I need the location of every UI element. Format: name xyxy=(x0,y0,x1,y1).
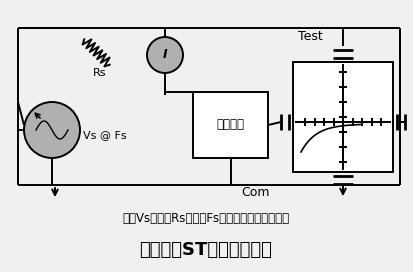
Text: 电压Vs，电阻Rs，频率Fs组合成特征图示的量程: 电压Vs，电阻Rs，频率Fs组合成特征图示的量程 xyxy=(122,212,290,224)
Text: I: I xyxy=(163,48,167,61)
Text: Rs: Rs xyxy=(93,68,107,78)
Text: 被测对象: 被测对象 xyxy=(216,119,244,131)
Text: Vs @ Fs: Vs @ Fs xyxy=(83,130,127,140)
Bar xyxy=(293,62,393,172)
Text: 特征图示ST的原理示意图: 特征图示ST的原理示意图 xyxy=(140,241,273,259)
Circle shape xyxy=(147,37,183,73)
Text: Test: Test xyxy=(298,29,323,42)
Circle shape xyxy=(24,102,80,158)
Bar xyxy=(193,92,268,158)
Text: Com: Com xyxy=(241,187,269,199)
